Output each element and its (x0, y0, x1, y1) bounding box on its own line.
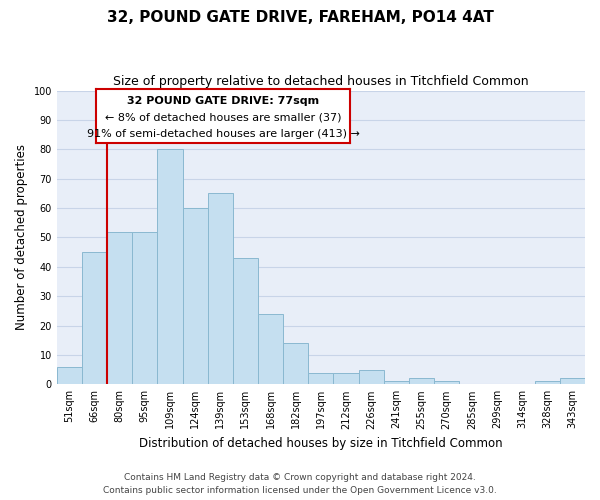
Bar (182, 208, 208, 384)
X-axis label: Distribution of detached houses by size in Titchfield Common: Distribution of detached houses by size … (139, 437, 503, 450)
Text: Contains HM Land Registry data © Crown copyright and database right 2024.
Contai: Contains HM Land Registry data © Crown c… (103, 473, 497, 495)
Bar (157, 150, 182, 384)
Bar (334, 372, 359, 384)
Title: Size of property relative to detached houses in Titchfield Common: Size of property relative to detached ho… (113, 75, 529, 88)
Y-axis label: Number of detached properties: Number of detached properties (15, 144, 28, 330)
Bar (384, 382, 409, 384)
Bar (132, 232, 157, 384)
Bar (258, 314, 283, 384)
Bar (308, 372, 334, 384)
Bar (107, 232, 132, 384)
Bar (560, 378, 585, 384)
Bar (535, 382, 560, 384)
Bar (359, 370, 384, 384)
Bar (283, 343, 308, 384)
Bar (434, 382, 459, 384)
Bar (409, 378, 434, 384)
Bar (208, 194, 233, 384)
Bar (82, 252, 107, 384)
Bar (57, 366, 82, 384)
Bar (233, 258, 258, 384)
Text: 32, POUND GATE DRIVE, FAREHAM, PO14 4AT: 32, POUND GATE DRIVE, FAREHAM, PO14 4AT (107, 10, 493, 25)
